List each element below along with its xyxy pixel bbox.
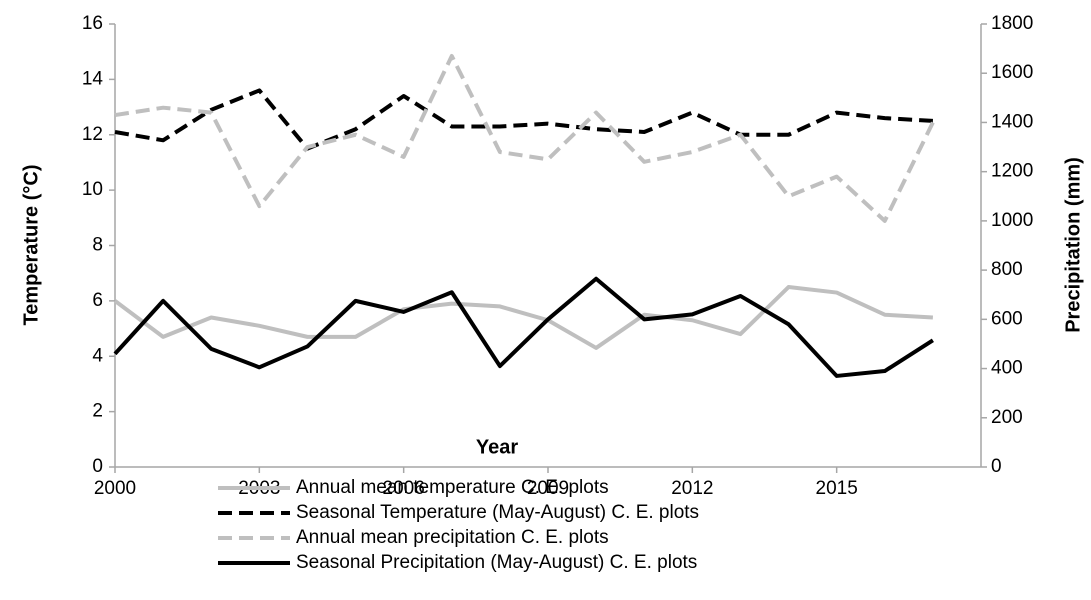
y-tick-label: 14 [82,68,104,89]
y2-axis-title: Precipitation (mm) [1062,157,1084,333]
y2-tick-label: 600 [991,308,1023,329]
legend-text: Annual mean temperature C. E. plots [296,477,609,498]
x-tick-label: 2006 [383,478,425,499]
y-tick-label: 10 [82,179,103,200]
y-axis-title: Temperature (°C) [20,165,42,326]
y2-tick-label: 800 [991,259,1023,280]
y2-tick-label: 1600 [991,62,1033,83]
series-line [114,88,934,151]
x-tick-label: 2009 [527,478,569,499]
y2-tick-label: 200 [991,407,1023,428]
series-line [113,285,934,350]
y-tick-label: 0 [92,456,103,477]
y-tick-label: 2 [92,401,103,422]
legend-text: Seasonal Temperature (May-August) C. E. … [296,502,699,523]
y-tick-label: 16 [82,13,103,34]
y-tick-label: 4 [92,345,103,366]
legend-text: Annual mean precipitation C. E. plots [296,527,609,548]
x-tick-label: 2012 [671,478,713,499]
y-tick-label: 12 [82,124,103,145]
y-tick-label: 8 [92,235,103,256]
y2-tick-label: 0 [991,456,1002,477]
x-tick-label: 2015 [816,478,858,499]
x-axis-title: Year [476,436,518,458]
y2-tick-label: 1400 [991,111,1033,132]
y2-tick-label: 1000 [991,210,1033,231]
y2-tick-label: 1800 [991,13,1033,34]
series-line [113,276,934,378]
series-line [114,53,935,223]
y-tick-label: 6 [92,290,103,311]
y2-tick-label: 1200 [991,161,1033,182]
x-tick-label: 2000 [94,478,136,499]
legend-text: Seasonal Precipitation (May-August) C. E… [296,552,697,573]
y2-tick-label: 400 [991,358,1023,379]
